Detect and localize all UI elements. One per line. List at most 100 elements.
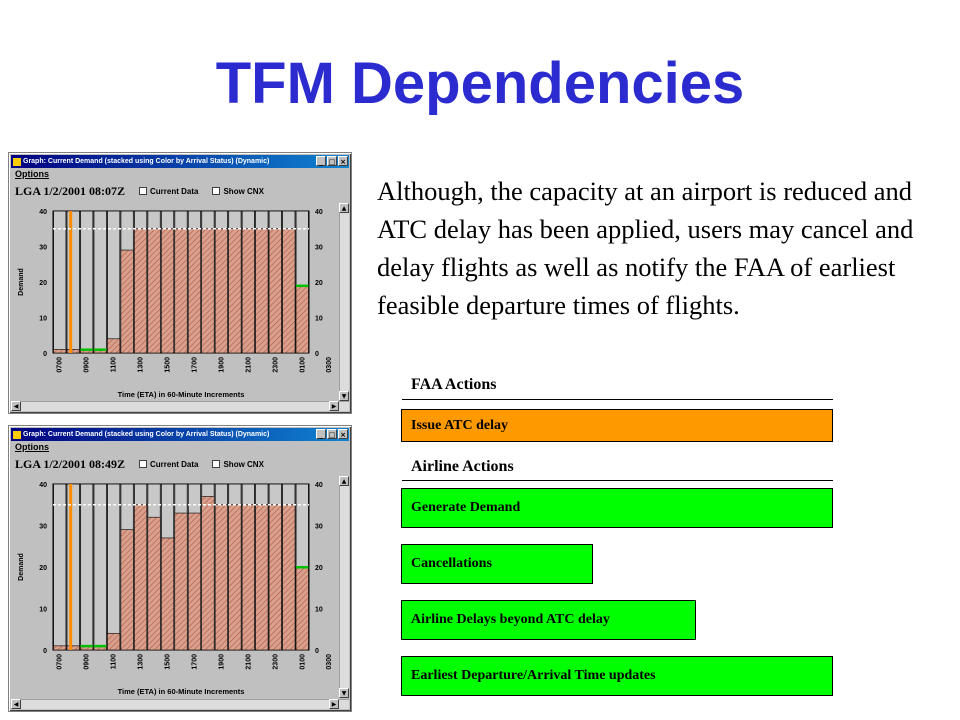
checkbox-icon	[212, 460, 221, 468]
menu-options[interactable]: Options	[15, 442, 49, 452]
action-label: Airline Delays beyond ATC delay	[411, 612, 610, 627]
demand-bar	[228, 504, 242, 651]
scroll-down-button[interactable]: ▼	[339, 391, 349, 401]
menu-options[interactable]: Options	[15, 169, 49, 179]
demand-bar	[214, 504, 228, 651]
demand-bar	[120, 249, 134, 354]
x-tick-label: 1500	[165, 654, 172, 670]
y-tick-label: 20	[39, 280, 47, 287]
demand-bar	[147, 228, 161, 354]
faa-actions-heading: FAA Actions	[411, 376, 497, 393]
demand-bar	[134, 504, 148, 651]
app-icon	[13, 157, 21, 166]
scroll-up-button[interactable]: ▲	[339, 203, 349, 213]
menu-bar: Options	[11, 441, 349, 453]
action-label: Generate Demand	[411, 500, 521, 515]
scroll-left-button[interactable]: ◀	[11, 699, 21, 709]
demand-graph-window-1[interactable]: Graph: Current Demand (stacked using Col…	[8, 152, 352, 414]
scroll-right-button[interactable]: ▶	[329, 699, 339, 709]
demand-chart: 0 0 10 10 20 20 30 30 40 40 Demand 0700 0900 1100 1300…	[11, 476, 339, 698]
y-tick-label-right: 40	[315, 482, 323, 489]
x-axis-label: Time (ETA) in 60-Minute Increments	[118, 687, 245, 696]
minimize-button[interactable]: _	[316, 156, 326, 166]
y-tick-label: 0	[43, 351, 47, 358]
x-axis-label: Time (ETA) in 60-Minute Increments	[118, 390, 245, 399]
show-cnx-label: Show CNX	[223, 459, 264, 469]
y-tick-label-right: 0	[315, 648, 319, 655]
demand-bar	[53, 349, 67, 354]
x-tick-label: 0300	[326, 654, 333, 670]
x-tick-label: 0700	[57, 357, 64, 373]
vertical-scrollbar[interactable]: ▲ ▼	[339, 203, 349, 401]
window-titlebar[interactable]: Graph: Current Demand (stacked using Col…	[11, 428, 349, 441]
graph-header: LGA 1/2/2001 08:49Z Current Data Show CN…	[11, 453, 349, 475]
divider	[402, 480, 833, 481]
current-data-label: Current Data	[150, 459, 199, 469]
x-tick-label: 1700	[191, 357, 198, 373]
x-tick-label: 0300	[326, 357, 333, 373]
atc-delay-bar	[69, 211, 73, 353]
horizontal-scrollbar[interactable]: ◀ ▶	[11, 401, 349, 411]
atc-delay-bar	[69, 484, 73, 650]
window-title: Graph: Current Demand (stacked using Col…	[23, 431, 270, 438]
demand-bar	[147, 516, 161, 651]
demand-bar	[107, 633, 121, 651]
arrived-segment	[296, 566, 309, 569]
demand-graph-window-2[interactable]: Graph: Current Demand (stacked using Col…	[8, 425, 352, 712]
x-tick-label: 0900	[84, 654, 91, 670]
demand-chart: 0 0 10 10 20 20 30 30 40 40 Demand 0700 0900 1100 1300…	[11, 203, 339, 401]
window-titlebar[interactable]: Graph: Current Demand (stacked using Col…	[11, 155, 349, 168]
action-label: Issue ATC delay	[411, 417, 508, 433]
y-tick-label-right: 20	[315, 280, 323, 287]
x-tick-label: 2300	[272, 654, 279, 670]
scroll-right-button[interactable]: ▶	[329, 401, 339, 411]
maximize-button[interactable]: □	[327, 156, 337, 166]
y-axis-label: Demand	[18, 268, 25, 296]
demand-bar	[282, 504, 296, 651]
current-data-checkbox[interactable]: Current Data	[139, 187, 198, 196]
arrived-segment	[80, 348, 93, 351]
y-tick-label: 10	[39, 316, 47, 323]
x-tick-label: 2300	[272, 357, 279, 373]
x-tick-label: 1100	[111, 357, 118, 372]
y-tick-label: 40	[39, 209, 47, 216]
scroll-up-button[interactable]: ▲	[339, 476, 349, 486]
show-cnx-checkbox[interactable]: Show CNX	[212, 186, 264, 196]
close-button[interactable]: ×	[338, 429, 348, 439]
maximize-button[interactable]: □	[327, 429, 337, 439]
current-data-checkbox[interactable]: Current Data	[139, 460, 198, 469]
y-tick-label: 20	[39, 565, 47, 572]
x-tick-label: 0100	[299, 654, 306, 670]
menu-bar: Options	[11, 168, 349, 180]
action-label: Cancellations	[411, 556, 492, 571]
demand-bar	[134, 228, 148, 354]
action-box-airline-delays: Airline Delays beyond ATC delay	[401, 600, 696, 640]
horizontal-scrollbar[interactable]: ◀ ▶	[11, 699, 349, 709]
demand-bar	[214, 228, 228, 354]
scroll-left-button[interactable]: ◀	[11, 401, 21, 411]
close-button[interactable]: ×	[338, 156, 348, 166]
show-cnx-label: Show CNX	[223, 186, 264, 196]
demand-bar	[66, 645, 80, 651]
y-tick-label: 40	[39, 482, 47, 489]
y-tick-label-right: 40	[315, 209, 323, 216]
x-tick-label: 1100	[111, 654, 118, 669]
bar-outline	[106, 483, 121, 651]
x-tick-label: 0700	[57, 654, 64, 670]
y-tick-label: 0	[43, 648, 47, 655]
y-tick-label: 30	[39, 245, 47, 252]
bar-outline	[53, 483, 67, 651]
checkbox-icon	[212, 187, 221, 195]
airline-actions-heading: Airline Actions	[411, 458, 514, 475]
minimize-button[interactable]: _	[316, 429, 326, 439]
demand-bar	[282, 228, 296, 354]
demand-bar	[268, 228, 282, 354]
scroll-down-button[interactable]: ▼	[339, 688, 349, 698]
show-cnx-checkbox[interactable]: Show CNX	[212, 459, 264, 469]
vertical-scrollbar[interactable]: ▲ ▼	[339, 476, 349, 698]
demand-bar	[160, 537, 175, 651]
checkbox-icon	[139, 460, 148, 468]
arrived-segment	[93, 348, 107, 351]
y-tick-label-right: 20	[315, 565, 323, 572]
x-tick-label: 1700	[191, 654, 198, 670]
